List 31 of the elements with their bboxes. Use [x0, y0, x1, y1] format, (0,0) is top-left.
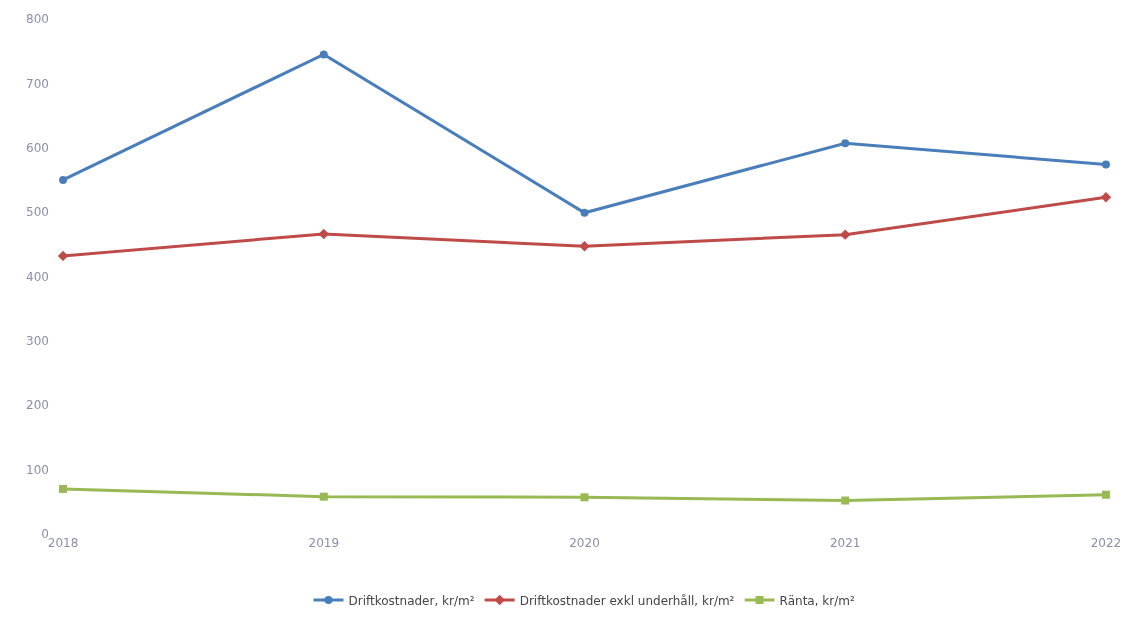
point	[318, 228, 329, 240]
x-tick-label: 2021	[829, 536, 861, 550]
legend-label: Ränta, kr/m²	[779, 593, 855, 608]
point	[580, 493, 589, 502]
point	[59, 175, 68, 184]
point	[580, 208, 589, 217]
y-tick-label: 200	[26, 398, 49, 413]
y-tick-label: 100	[26, 462, 49, 477]
point	[319, 492, 328, 501]
y-tick-label: 300	[26, 334, 49, 349]
x-tick-label: 2019	[308, 536, 340, 550]
y-tick-label: 0	[41, 527, 49, 542]
y-tick-label: 700	[26, 76, 49, 91]
x-tick-label: 2018	[47, 536, 79, 550]
point	[579, 241, 590, 252]
point	[841, 496, 850, 505]
legend-label: Driftkostnader exkl underhåll, kr/m²	[519, 593, 735, 608]
y-tick-label: 400	[26, 269, 49, 284]
point	[840, 229, 851, 240]
x-tick-label: 2022	[1090, 536, 1122, 550]
legend-label: Driftkostnader, kr/m²	[348, 593, 475, 608]
point	[1101, 490, 1110, 499]
point	[841, 139, 850, 148]
y-tick-label: 500	[26, 205, 49, 220]
point	[1100, 192, 1112, 203]
point	[1101, 160, 1110, 169]
y-tick-label: 600	[26, 140, 49, 155]
y-tick-label: 800	[26, 12, 49, 27]
x-tick-label: 2020	[569, 536, 600, 550]
point	[319, 50, 328, 59]
point	[59, 484, 68, 493]
